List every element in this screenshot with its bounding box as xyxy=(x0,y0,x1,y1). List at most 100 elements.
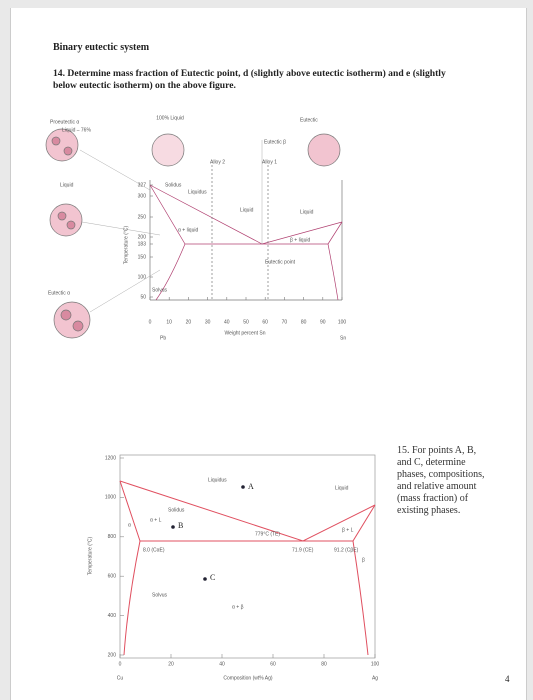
x-tick-label: 90 xyxy=(320,319,326,325)
label: Liquid xyxy=(335,485,349,491)
label: Liquid – 76% xyxy=(62,127,91,133)
microstructure xyxy=(63,146,73,156)
leader-line xyxy=(81,221,161,236)
label: Liquidus xyxy=(188,189,207,195)
question-text: 15. For points A, B, xyxy=(397,445,477,456)
y-tick-label: 183 xyxy=(138,241,147,247)
y-tick-label: 200 xyxy=(108,652,117,658)
y-tick-label: 200 xyxy=(138,234,147,240)
y-tick-label: 400 xyxy=(108,613,117,619)
label: 779°C (TE) xyxy=(255,531,280,537)
figure-1-labels: Proeutectic α Liquid – 76% 100% Liquid E… xyxy=(48,115,346,341)
question-text: below eutectic isotherm) on the above fi… xyxy=(53,80,236,91)
section-title: Binary eutectic system xyxy=(53,42,150,53)
point-label: B xyxy=(178,521,183,530)
question-text: (mass fraction) of xyxy=(397,493,469,504)
microstructure xyxy=(49,203,83,237)
question-text: and C, determine xyxy=(397,457,466,468)
y-tick-label: 327 xyxy=(138,182,147,188)
page: Binary eutectic system 14. Determine mas… xyxy=(10,8,527,700)
label: Solidus xyxy=(165,182,182,188)
y-tick-label: 1000 xyxy=(105,495,116,501)
label: α + L xyxy=(150,517,162,523)
point-label: C xyxy=(210,573,215,582)
question-text: existing phases. xyxy=(397,505,461,516)
leader-line xyxy=(89,269,161,313)
label: β xyxy=(362,557,365,563)
label: Liquidus xyxy=(208,477,227,483)
label: Solvus xyxy=(152,287,168,293)
y-tick-label: 150 xyxy=(138,254,147,260)
microstructure xyxy=(53,301,91,339)
x-tick-label: 40 xyxy=(219,661,225,667)
y-tick-label: 250 xyxy=(138,214,147,220)
microstructure xyxy=(45,128,79,162)
page-number: 4 xyxy=(505,674,510,684)
label: Liquid xyxy=(300,209,314,215)
x-tick-label: 100 xyxy=(338,319,347,325)
question-text: and relative amount xyxy=(397,481,477,492)
x-tick-label: 20 xyxy=(186,319,192,325)
y-tick-label: 800 xyxy=(108,534,117,540)
y-tick-label: 1200 xyxy=(105,455,116,461)
label: α + β xyxy=(232,604,244,610)
point-label: A xyxy=(248,482,254,491)
point-marker xyxy=(241,485,245,489)
label: α + liquid xyxy=(178,227,198,233)
x-tick-label: 80 xyxy=(321,661,327,667)
x-tick-label: 40 xyxy=(224,319,230,325)
label: β + L xyxy=(342,527,354,533)
label: Eutectic point xyxy=(265,259,296,265)
label: Alloy 2 xyxy=(210,159,225,165)
question-text: 14. Determine mass fraction of Eutectic … xyxy=(53,68,446,79)
label: β + liquid xyxy=(290,237,310,243)
y-tick-label: 100 xyxy=(138,274,147,280)
microstructure xyxy=(66,220,76,230)
microstructure xyxy=(60,309,72,321)
axis-title: Temperature (°C) xyxy=(123,225,129,264)
x-tick-label: 100 xyxy=(371,661,380,667)
label: Eutectic β xyxy=(264,139,286,145)
plot-frame xyxy=(119,454,376,659)
figure-2 xyxy=(119,454,376,659)
figure-2-labels: A B C Liquidus Liquid Solidus 779°C (TE)… xyxy=(87,477,378,681)
y-tick-label: 600 xyxy=(108,574,117,580)
label: Pb xyxy=(160,335,166,341)
y-tick-label: 50 xyxy=(140,294,146,300)
x-tick-label: 60 xyxy=(262,319,268,325)
beta-boundary xyxy=(327,221,343,301)
leader-line xyxy=(79,149,151,191)
label: Liquid xyxy=(240,207,254,213)
label: Eutectic α xyxy=(48,290,70,296)
microstructure xyxy=(51,136,61,146)
label: Ag xyxy=(372,675,378,681)
label: Solvus xyxy=(152,592,168,598)
x-tick-label: 50 xyxy=(243,319,249,325)
axis-title: Weight percent Sn xyxy=(224,330,265,336)
label: 100% Liquid xyxy=(156,115,184,121)
microstructure xyxy=(307,133,341,167)
label: 8.0 (CαE) xyxy=(143,547,165,553)
x-tick-label: 0 xyxy=(149,319,152,325)
x-tick-label: 80 xyxy=(301,319,307,325)
axis-title: Temperature (°C) xyxy=(87,536,93,575)
x-tick-label: 60 xyxy=(270,661,276,667)
beta-boundary xyxy=(352,504,376,656)
x-tick-label: 70 xyxy=(282,319,288,325)
x-tick-label: 10 xyxy=(166,319,172,325)
x-tick-label: 0 xyxy=(119,661,122,667)
label: Sn xyxy=(340,335,346,341)
point-marker xyxy=(203,577,207,581)
solidus-solvus xyxy=(149,184,186,301)
x-tick-label: 30 xyxy=(205,319,211,325)
label: Alloy 1 xyxy=(262,159,277,165)
label: 91.2 (CβE) xyxy=(334,547,359,553)
microstructure xyxy=(151,133,185,167)
label: 71.9 (CE) xyxy=(292,547,314,553)
microstructure xyxy=(57,211,67,221)
axis-title: Composition (wt% Ag) xyxy=(223,675,273,681)
label: Proeutectic α xyxy=(50,119,79,125)
label: Solidus xyxy=(168,507,185,513)
